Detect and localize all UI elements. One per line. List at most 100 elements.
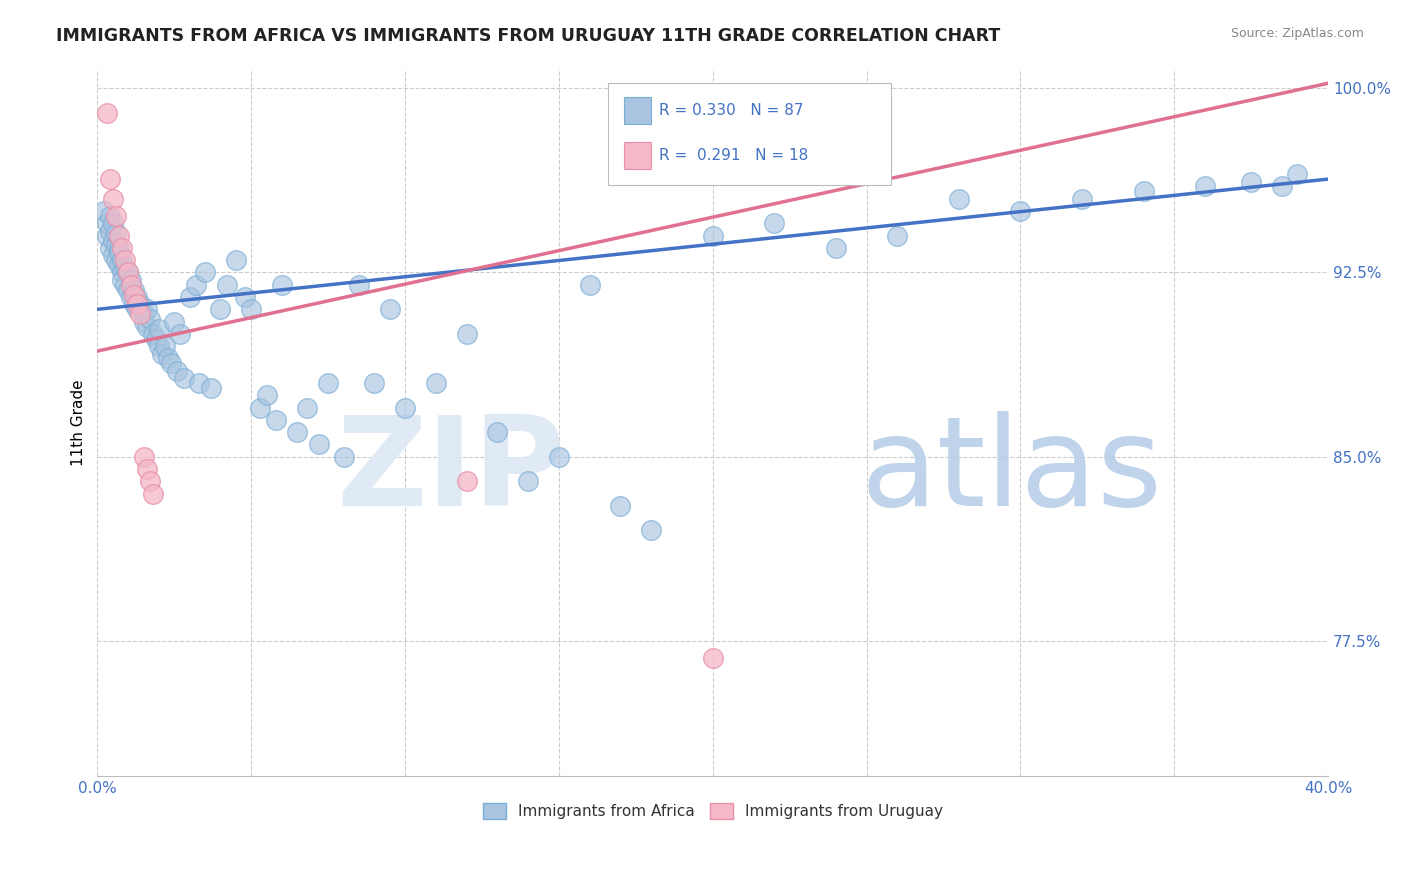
Point xyxy=(138,312,160,326)
Point xyxy=(93,204,115,219)
Text: Source: ZipAtlas.com: Source: ZipAtlas.com xyxy=(1230,27,1364,40)
FancyBboxPatch shape xyxy=(609,83,891,186)
Point xyxy=(240,302,263,317)
Point xyxy=(1240,175,1263,189)
Point xyxy=(948,192,970,206)
Point xyxy=(104,253,127,268)
Point xyxy=(271,277,294,292)
Text: ZIP: ZIP xyxy=(336,411,565,533)
Point xyxy=(129,297,152,311)
Point xyxy=(332,450,354,464)
Point xyxy=(578,277,600,292)
Point xyxy=(117,265,139,279)
Point xyxy=(163,315,186,329)
Point xyxy=(363,376,385,390)
Y-axis label: 11th Grade: 11th Grade xyxy=(72,379,86,466)
Point xyxy=(108,228,131,243)
Point xyxy=(233,290,256,304)
Point xyxy=(256,388,278,402)
Point xyxy=(104,238,127,252)
Point xyxy=(129,307,152,321)
Point xyxy=(101,234,124,248)
Text: IMMIGRANTS FROM AFRICA VS IMMIGRANTS FROM URUGUAY 11TH GRADE CORRELATION CHART: IMMIGRANTS FROM AFRICA VS IMMIGRANTS FRO… xyxy=(56,27,1001,45)
Text: atlas: atlas xyxy=(860,411,1163,533)
Point xyxy=(124,287,146,301)
Point xyxy=(249,401,271,415)
Point xyxy=(145,332,167,346)
Point xyxy=(153,339,176,353)
Point xyxy=(117,283,139,297)
Point xyxy=(98,241,121,255)
Point xyxy=(148,322,170,336)
Point xyxy=(104,209,127,223)
Point xyxy=(160,356,183,370)
Point xyxy=(308,437,330,451)
Point xyxy=(135,462,157,476)
Point xyxy=(456,326,478,341)
Point xyxy=(763,216,786,230)
Point xyxy=(150,346,173,360)
Point xyxy=(886,228,908,243)
Point xyxy=(215,277,238,292)
Point xyxy=(187,376,209,390)
Point xyxy=(347,277,370,292)
FancyBboxPatch shape xyxy=(624,142,651,169)
Point xyxy=(120,273,142,287)
Point xyxy=(111,265,134,279)
Point xyxy=(209,302,232,317)
Point xyxy=(157,351,180,366)
Point xyxy=(108,241,131,255)
Point xyxy=(96,216,118,230)
Point xyxy=(264,413,287,427)
Point xyxy=(194,265,217,279)
Point xyxy=(1071,192,1094,206)
Point xyxy=(101,192,124,206)
Point xyxy=(132,315,155,329)
Point xyxy=(127,297,149,311)
Point xyxy=(1271,179,1294,194)
Point xyxy=(114,260,136,275)
Point xyxy=(98,172,121,186)
Point xyxy=(456,475,478,489)
Point xyxy=(166,364,188,378)
Point xyxy=(135,319,157,334)
Point xyxy=(108,258,131,272)
Point xyxy=(200,381,222,395)
Point xyxy=(702,651,724,665)
Point xyxy=(127,302,149,317)
Point xyxy=(101,216,124,230)
Point xyxy=(96,105,118,120)
Point xyxy=(378,302,401,317)
Point xyxy=(104,226,127,240)
Point xyxy=(394,401,416,415)
Point xyxy=(295,401,318,415)
Point xyxy=(124,297,146,311)
Point xyxy=(1010,204,1032,219)
Point xyxy=(517,475,540,489)
Point xyxy=(142,326,165,341)
Point xyxy=(117,265,139,279)
Point xyxy=(120,277,142,292)
Point xyxy=(135,302,157,317)
Point xyxy=(640,524,662,538)
Point xyxy=(142,486,165,500)
Point xyxy=(132,450,155,464)
Point xyxy=(98,209,121,223)
Point xyxy=(101,248,124,262)
Point xyxy=(285,425,308,440)
Point xyxy=(124,283,146,297)
Point xyxy=(120,290,142,304)
Point xyxy=(316,376,339,390)
Point xyxy=(111,253,134,268)
Point xyxy=(1132,185,1154,199)
Point xyxy=(111,241,134,255)
Point xyxy=(225,253,247,268)
Point xyxy=(169,326,191,341)
Point xyxy=(425,376,447,390)
Point xyxy=(132,307,155,321)
Point xyxy=(108,245,131,260)
Point xyxy=(111,273,134,287)
FancyBboxPatch shape xyxy=(624,97,651,124)
Point xyxy=(148,339,170,353)
Point xyxy=(1286,167,1309,181)
